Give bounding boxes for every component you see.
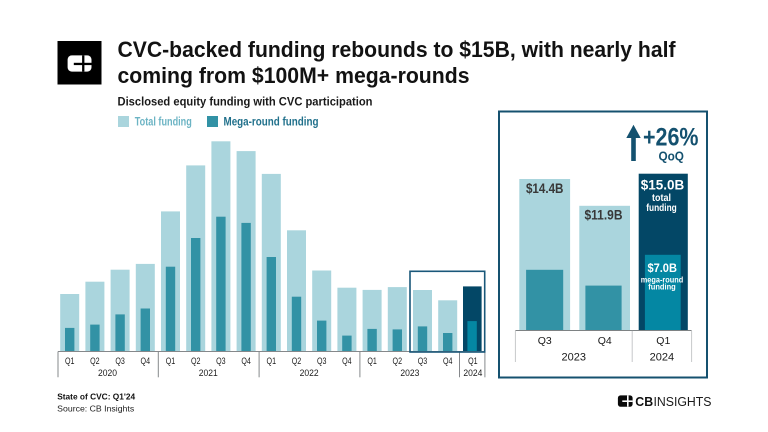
svg-text:funding: funding xyxy=(646,202,677,214)
svg-text:INSIGHTS: INSIGHTS xyxy=(654,394,712,409)
svg-text:Q1: Q1 xyxy=(468,356,478,367)
svg-text:2023: 2023 xyxy=(400,368,419,379)
svg-text:2024: 2024 xyxy=(463,368,482,379)
svg-text:funding: funding xyxy=(648,283,676,292)
svg-text:QoQ: QoQ xyxy=(658,148,684,163)
svg-text:$15.0B: $15.0B xyxy=(641,177,685,192)
svg-text:Q3: Q3 xyxy=(317,356,327,367)
svg-text:2024: 2024 xyxy=(650,352,674,364)
svg-text:$11.9B: $11.9B xyxy=(585,208,623,223)
svg-text:State of CVC: Q1'24: State of CVC: Q1'24 xyxy=(57,392,135,402)
svg-text:+26%: +26% xyxy=(643,124,699,152)
svg-text:$14.4B: $14.4B xyxy=(526,181,564,196)
svg-text:coming from $100M+ mega-rounds: coming from $100M+ mega-rounds xyxy=(118,63,470,88)
svg-text:Q2: Q2 xyxy=(191,356,201,367)
svg-text:CB: CB xyxy=(635,394,653,409)
svg-text:Q1: Q1 xyxy=(656,335,670,347)
svg-text:Q3: Q3 xyxy=(216,356,226,367)
svg-text:Q1: Q1 xyxy=(367,356,377,367)
svg-text:total: total xyxy=(652,192,671,204)
svg-text:Source: CB Insights: Source: CB Insights xyxy=(57,404,134,414)
svg-text:Q4: Q4 xyxy=(598,335,612,347)
svg-text:2023: 2023 xyxy=(562,352,586,364)
svg-text:Q3: Q3 xyxy=(115,356,125,367)
svg-text:Mega-round funding: Mega-round funding xyxy=(224,115,319,129)
svg-text:CVC-backed funding rebounds to: CVC-backed funding rebounds to $15B, wit… xyxy=(118,37,677,62)
svg-text:Q2: Q2 xyxy=(292,356,302,367)
svg-text:Q4: Q4 xyxy=(141,356,151,367)
svg-text:Q3: Q3 xyxy=(538,335,552,347)
svg-text:Q4: Q4 xyxy=(241,356,251,367)
svg-text:Q2: Q2 xyxy=(393,356,403,367)
svg-text:2021: 2021 xyxy=(199,368,218,379)
svg-text:Q4: Q4 xyxy=(443,356,453,367)
svg-text:2020: 2020 xyxy=(98,368,117,379)
svg-text:Q3: Q3 xyxy=(418,356,428,367)
svg-text:Total funding: Total funding xyxy=(135,115,192,129)
svg-text:$7.0B: $7.0B xyxy=(647,261,677,275)
svg-text:Q2: Q2 xyxy=(90,356,100,367)
svg-text:mega-round: mega-round xyxy=(641,275,684,284)
svg-text:Disclosed equity funding with: Disclosed equity funding with CVC partic… xyxy=(118,94,373,108)
svg-text:Q1: Q1 xyxy=(65,356,75,367)
svg-text:Q4: Q4 xyxy=(342,356,352,367)
svg-text:Q1: Q1 xyxy=(166,356,176,367)
svg-text:2022: 2022 xyxy=(300,368,319,379)
svg-text:Q1: Q1 xyxy=(267,356,277,367)
